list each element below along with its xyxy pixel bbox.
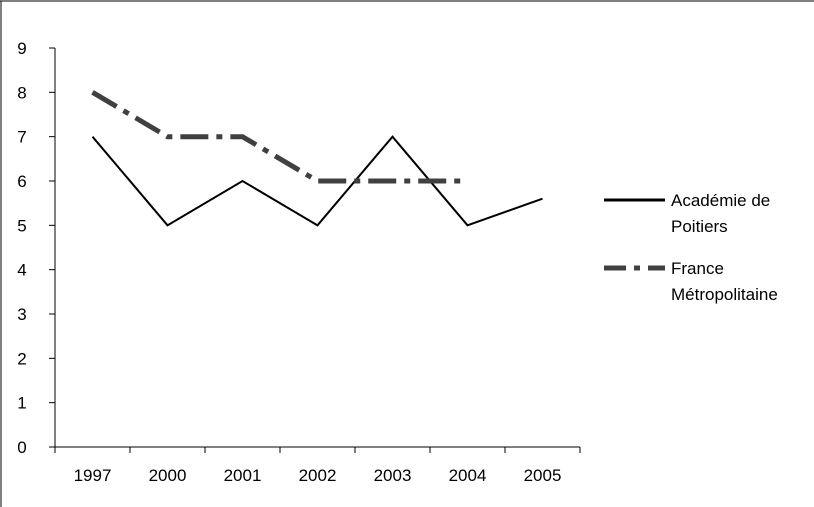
x-tick-label: 2004 [449, 466, 487, 485]
legend-label-2: France [671, 259, 724, 278]
y-tick-label: 5 [17, 216, 26, 235]
x-tick-label: 2005 [524, 466, 562, 485]
legend: Académie de Poitiers France Métropolitaine [604, 191, 778, 304]
y-tick-label: 6 [17, 172, 26, 191]
y-tick-label: 4 [17, 261, 26, 280]
legend-label-1: Poitiers [671, 217, 728, 236]
y-tick-label: 2 [17, 349, 26, 368]
x-tick-label: 2002 [299, 466, 337, 485]
y-tick-label: 3 [17, 305, 26, 324]
x-tick-label: 2003 [374, 466, 412, 485]
series-line-2 [91, 90, 468, 184]
y-tick-label: 0 [17, 438, 26, 457]
x-tick-label: 2001 [224, 466, 262, 485]
series-line-1 [91, 135, 543, 227]
y-tick-label: 8 [17, 83, 26, 102]
y-tick-label: 1 [17, 394, 26, 413]
legend-label-2: Métropolitaine [671, 285, 778, 304]
axes: 0 1 2 3 4 5 6 7 8 9 1997 2000 2001 2002 2003 2004 2005 [17, 39, 581, 485]
x-tick-label: 1997 [74, 466, 112, 485]
legend-label-1: Académie de [671, 191, 770, 210]
y-tick-label: 7 [17, 128, 26, 147]
x-tick-label: 2000 [149, 466, 187, 485]
y-tick-label: 9 [17, 39, 26, 58]
series-layer [91, 90, 543, 227]
